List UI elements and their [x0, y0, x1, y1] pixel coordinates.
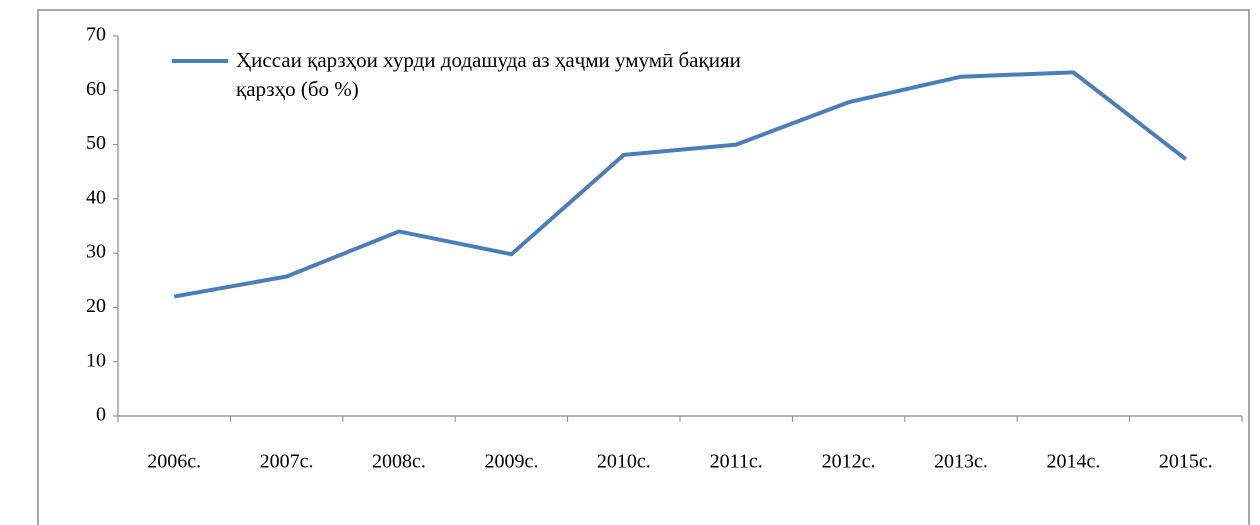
x-tick-label: 2014с.: [1046, 451, 1100, 473]
y-tick-label: 60: [86, 78, 106, 100]
x-tick-label: 2007с.: [260, 451, 314, 473]
chart-border: [37, 9, 1250, 525]
x-tick-label: 2006с.: [147, 451, 201, 473]
y-tick-label: 70: [86, 24, 106, 46]
legend-label: Ҳиссаи қарзҳои хурди додашуда аз ҳаҷми у…: [236, 48, 741, 101]
y-tick-label: 10: [86, 349, 106, 371]
y-tick-label: 20: [86, 295, 106, 317]
x-tick-label: 2011с.: [710, 451, 763, 473]
x-tick-label: 2010с.: [597, 451, 651, 473]
y-tick-label: 0: [96, 404, 106, 426]
x-tick-label: 2015с.: [1159, 451, 1213, 473]
y-tick-label: 30: [86, 241, 106, 263]
series-line: [173, 70, 1188, 299]
y-tick-label: 50: [86, 132, 106, 154]
x-tick-label: 2009с.: [484, 451, 538, 473]
y-tick-label: 40: [86, 186, 106, 208]
x-tick-label: 2013с.: [934, 451, 988, 473]
x-tick-label: 2012с.: [822, 451, 876, 473]
x-tick-label: 2008с.: [372, 451, 426, 473]
